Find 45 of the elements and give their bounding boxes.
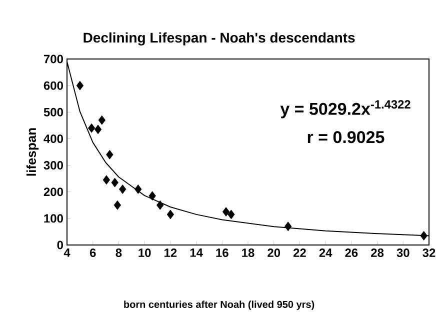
- x-tick-label: 12: [164, 248, 177, 257]
- point: [88, 123, 96, 133]
- y-tick-label: 600: [44, 81, 63, 90]
- y-tick-label: 700: [44, 54, 63, 64]
- point: [166, 210, 174, 220]
- point: [94, 124, 102, 134]
- x-axis-title: born centuries after Noah (lived 950 yrs): [124, 300, 314, 310]
- x-tick-label: 8: [116, 248, 122, 258]
- y-tick-label: 100: [44, 214, 63, 223]
- y-tick-label: 200: [44, 188, 63, 196]
- y-tick-label: 400: [44, 134, 63, 143]
- x-tick-label: 10: [138, 248, 151, 258]
- y-tick-label: 0: [57, 240, 63, 250]
- point: [134, 184, 142, 194]
- y-tick-label: 500: [44, 108, 63, 116]
- x-tick-label: 18: [242, 248, 254, 258]
- x-tick-label: 16: [216, 248, 228, 258]
- x-tick-label: 28: [371, 248, 384, 258]
- x-tick-label: 4: [64, 248, 70, 257]
- point: [111, 178, 118, 188]
- x-tick-label: 30: [396, 248, 410, 258]
- point: [98, 115, 106, 125]
- annotation: r = 0.9025: [308, 131, 384, 144]
- x-tick-label: 14: [190, 248, 203, 257]
- x-tick-label: 6: [90, 248, 96, 258]
- point: [420, 231, 428, 240]
- x-tick-label: 32: [422, 248, 436, 258]
- y-tick-label: 300: [44, 161, 63, 170]
- point: [106, 150, 114, 160]
- point: [284, 222, 292, 232]
- point: [114, 200, 121, 210]
- y-axis-title: lifespan: [26, 128, 39, 176]
- x-tick-label: 24: [319, 248, 332, 257]
- point: [228, 210, 235, 220]
- point: [222, 207, 230, 216]
- annotation: y = 5029.2x$^{-1.4322}$: [280, 100, 410, 118]
- chart-title: Declining Lifespan - Noah's descendants: [84, 32, 355, 46]
- point: [76, 80, 84, 90]
- point: [156, 200, 164, 210]
- point: [148, 191, 156, 201]
- x-tick-label: 22: [293, 248, 306, 257]
- point: [102, 175, 110, 185]
- x-tick-label: 20: [268, 248, 280, 258]
- x-tick-label: 26: [345, 248, 358, 258]
- point: [119, 184, 126, 194]
